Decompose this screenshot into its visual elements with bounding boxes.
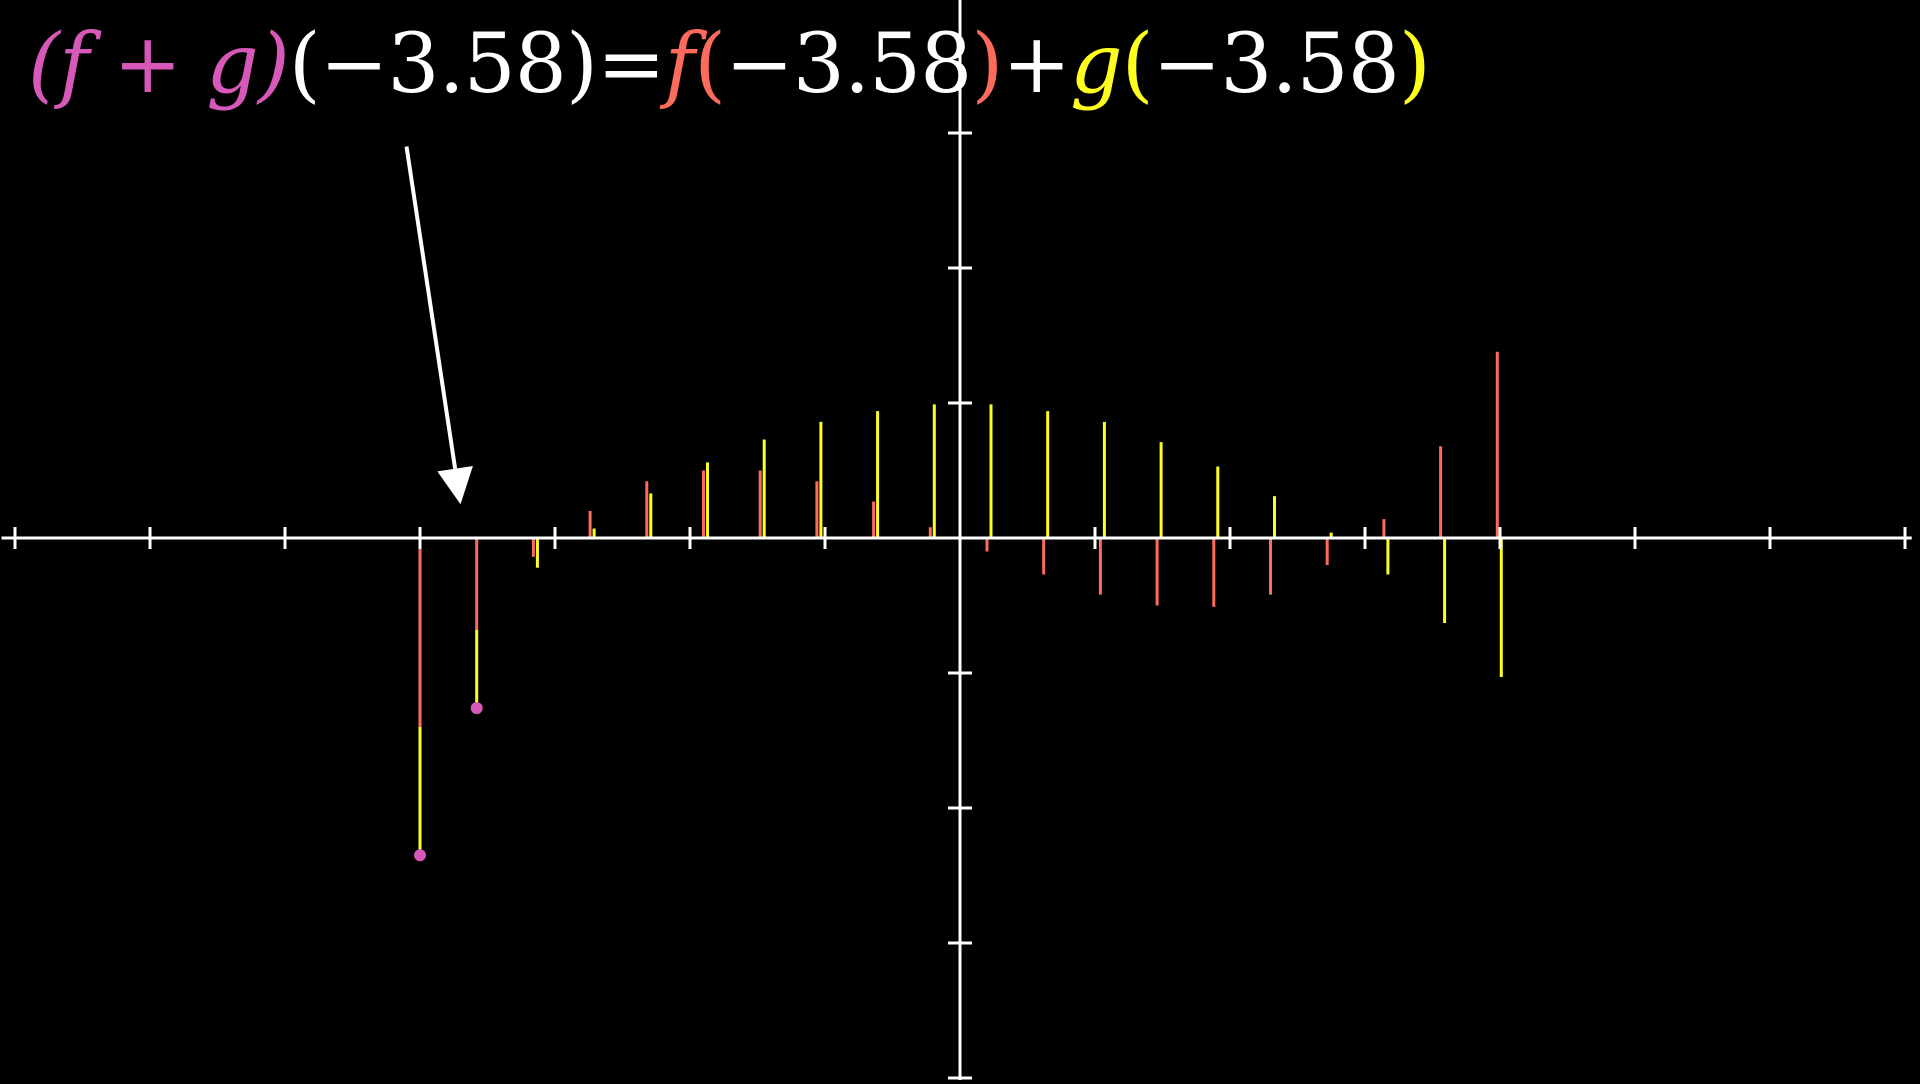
formula-f-close: )	[971, 17, 1003, 112]
sum-point	[470, 702, 483, 715]
formula-g1: g	[206, 17, 258, 112]
bars-layer	[418, 351, 1503, 856]
sum-point	[414, 849, 426, 862]
arrow-head	[437, 465, 473, 505]
arrow-layer	[404, 146, 473, 505]
formula-plus2: +	[1002, 17, 1071, 112]
formula-f1: f	[59, 17, 89, 112]
sum-points-layer	[414, 702, 483, 862]
formula-equals: =	[596, 17, 666, 112]
formula-sum-open: (	[28, 17, 60, 112]
formula-arg3: −3.58	[1152, 17, 1400, 112]
formula-sum-close: )	[257, 17, 290, 112]
formula: (f + g)(−3.58)=f(−3.58)+g(−3.58)	[28, 16, 1431, 114]
arrow-shaft	[404, 146, 458, 469]
formula-plus1: +	[88, 17, 207, 112]
formula-f-open: (	[694, 17, 726, 112]
formula-arg1: (−3.58)	[288, 17, 598, 112]
formula-g-open: (	[1121, 17, 1154, 112]
formula-arg2: −3.58	[725, 17, 972, 112]
formula-f2: f	[664, 17, 695, 112]
formula-g2: g	[1070, 17, 1122, 112]
formula-g-close: )	[1398, 17, 1431, 112]
